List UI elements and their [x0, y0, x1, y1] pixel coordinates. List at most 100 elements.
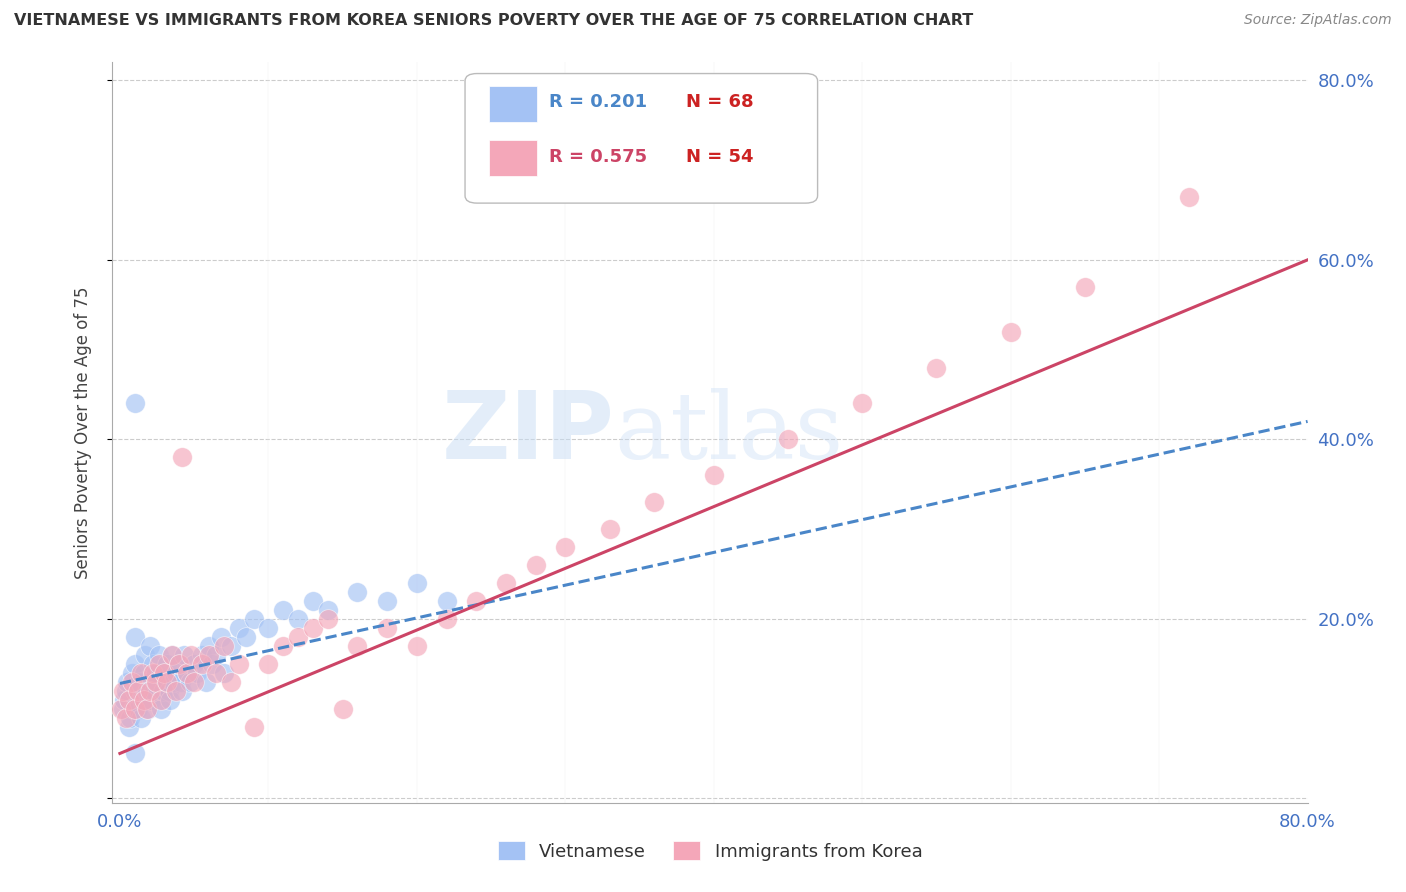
Point [316, 603, 339, 617]
Point [162, 674, 184, 689]
Point [143, 683, 166, 698]
Point [153, 665, 176, 680]
Point [115, 683, 138, 698]
Point [212, 639, 235, 653]
Point [346, 639, 368, 653]
Point [111, 683, 134, 698]
Point [925, 360, 948, 375]
Point [142, 657, 165, 671]
Point [271, 603, 294, 617]
Point [156, 657, 179, 671]
Point [169, 657, 191, 671]
Point [124, 683, 146, 698]
Point [405, 639, 427, 653]
Point [212, 665, 235, 680]
Point [179, 674, 201, 689]
Point [242, 719, 264, 733]
Point [198, 639, 221, 653]
Point [495, 576, 517, 591]
Point [257, 657, 280, 671]
Point [145, 674, 167, 689]
Point [180, 648, 202, 662]
Point [118, 692, 141, 706]
Point [776, 433, 799, 447]
Point [271, 639, 294, 653]
Point [121, 674, 143, 689]
Point [190, 657, 212, 671]
Point [124, 630, 146, 644]
Legend: Vietnamese, Immigrants from Korea: Vietnamese, Immigrants from Korea [491, 834, 929, 868]
Point [851, 396, 873, 410]
Point [150, 701, 173, 715]
Point [157, 683, 180, 698]
Point [153, 665, 176, 680]
Point [172, 683, 194, 698]
Point [118, 719, 141, 733]
Point [186, 665, 208, 680]
Point [190, 648, 212, 662]
Point [111, 701, 134, 715]
Point [346, 585, 368, 599]
Point [1000, 325, 1022, 339]
Point [173, 648, 195, 662]
Point [165, 665, 187, 680]
Point [117, 674, 139, 689]
Point [135, 701, 157, 715]
Point [148, 657, 170, 671]
Point [132, 665, 155, 680]
Point [128, 674, 150, 689]
Point [302, 594, 325, 608]
Point [436, 612, 458, 626]
Point [465, 594, 488, 608]
Point [201, 657, 224, 671]
Point [176, 665, 198, 680]
Point [129, 710, 152, 724]
Point [183, 674, 205, 689]
Point [138, 639, 160, 653]
Point [242, 612, 264, 626]
Point [165, 683, 187, 698]
Point [172, 450, 194, 465]
Point [160, 648, 183, 662]
Point [1178, 190, 1201, 204]
Point [131, 692, 153, 706]
Point [176, 665, 198, 680]
Point [195, 674, 218, 689]
Point [136, 701, 159, 715]
Point [124, 396, 146, 410]
FancyBboxPatch shape [489, 140, 537, 176]
Point [219, 639, 242, 653]
Point [169, 657, 191, 671]
Point [115, 710, 138, 724]
Point [124, 657, 146, 671]
Point [142, 665, 165, 680]
Y-axis label: Seniors Poverty Over the Age of 75: Seniors Poverty Over the Age of 75 [73, 286, 91, 579]
Point [135, 683, 157, 698]
Point [287, 630, 309, 644]
Point [124, 747, 146, 761]
Point [209, 630, 232, 644]
Point [554, 540, 576, 554]
Point [160, 648, 183, 662]
Text: VIETNAMESE VS IMMIGRANTS FROM KOREA SENIORS POVERTY OVER THE AGE OF 75 CORRELATI: VIETNAMESE VS IMMIGRANTS FROM KOREA SENI… [14, 13, 973, 29]
Point [703, 468, 725, 483]
Point [524, 558, 547, 572]
Point [155, 674, 177, 689]
Point [316, 612, 339, 626]
Point [170, 674, 193, 689]
Point [375, 594, 398, 608]
Point [302, 621, 325, 635]
Point [599, 522, 621, 536]
Point [145, 665, 167, 680]
Point [110, 701, 132, 715]
Point [122, 701, 145, 715]
Text: N = 68: N = 68 [686, 93, 754, 111]
Point [112, 692, 135, 706]
Point [205, 648, 228, 662]
Text: atlas: atlas [614, 388, 844, 477]
Point [257, 621, 280, 635]
Point [129, 665, 152, 680]
Point [156, 674, 179, 689]
Point [159, 692, 181, 706]
Point [127, 683, 149, 698]
